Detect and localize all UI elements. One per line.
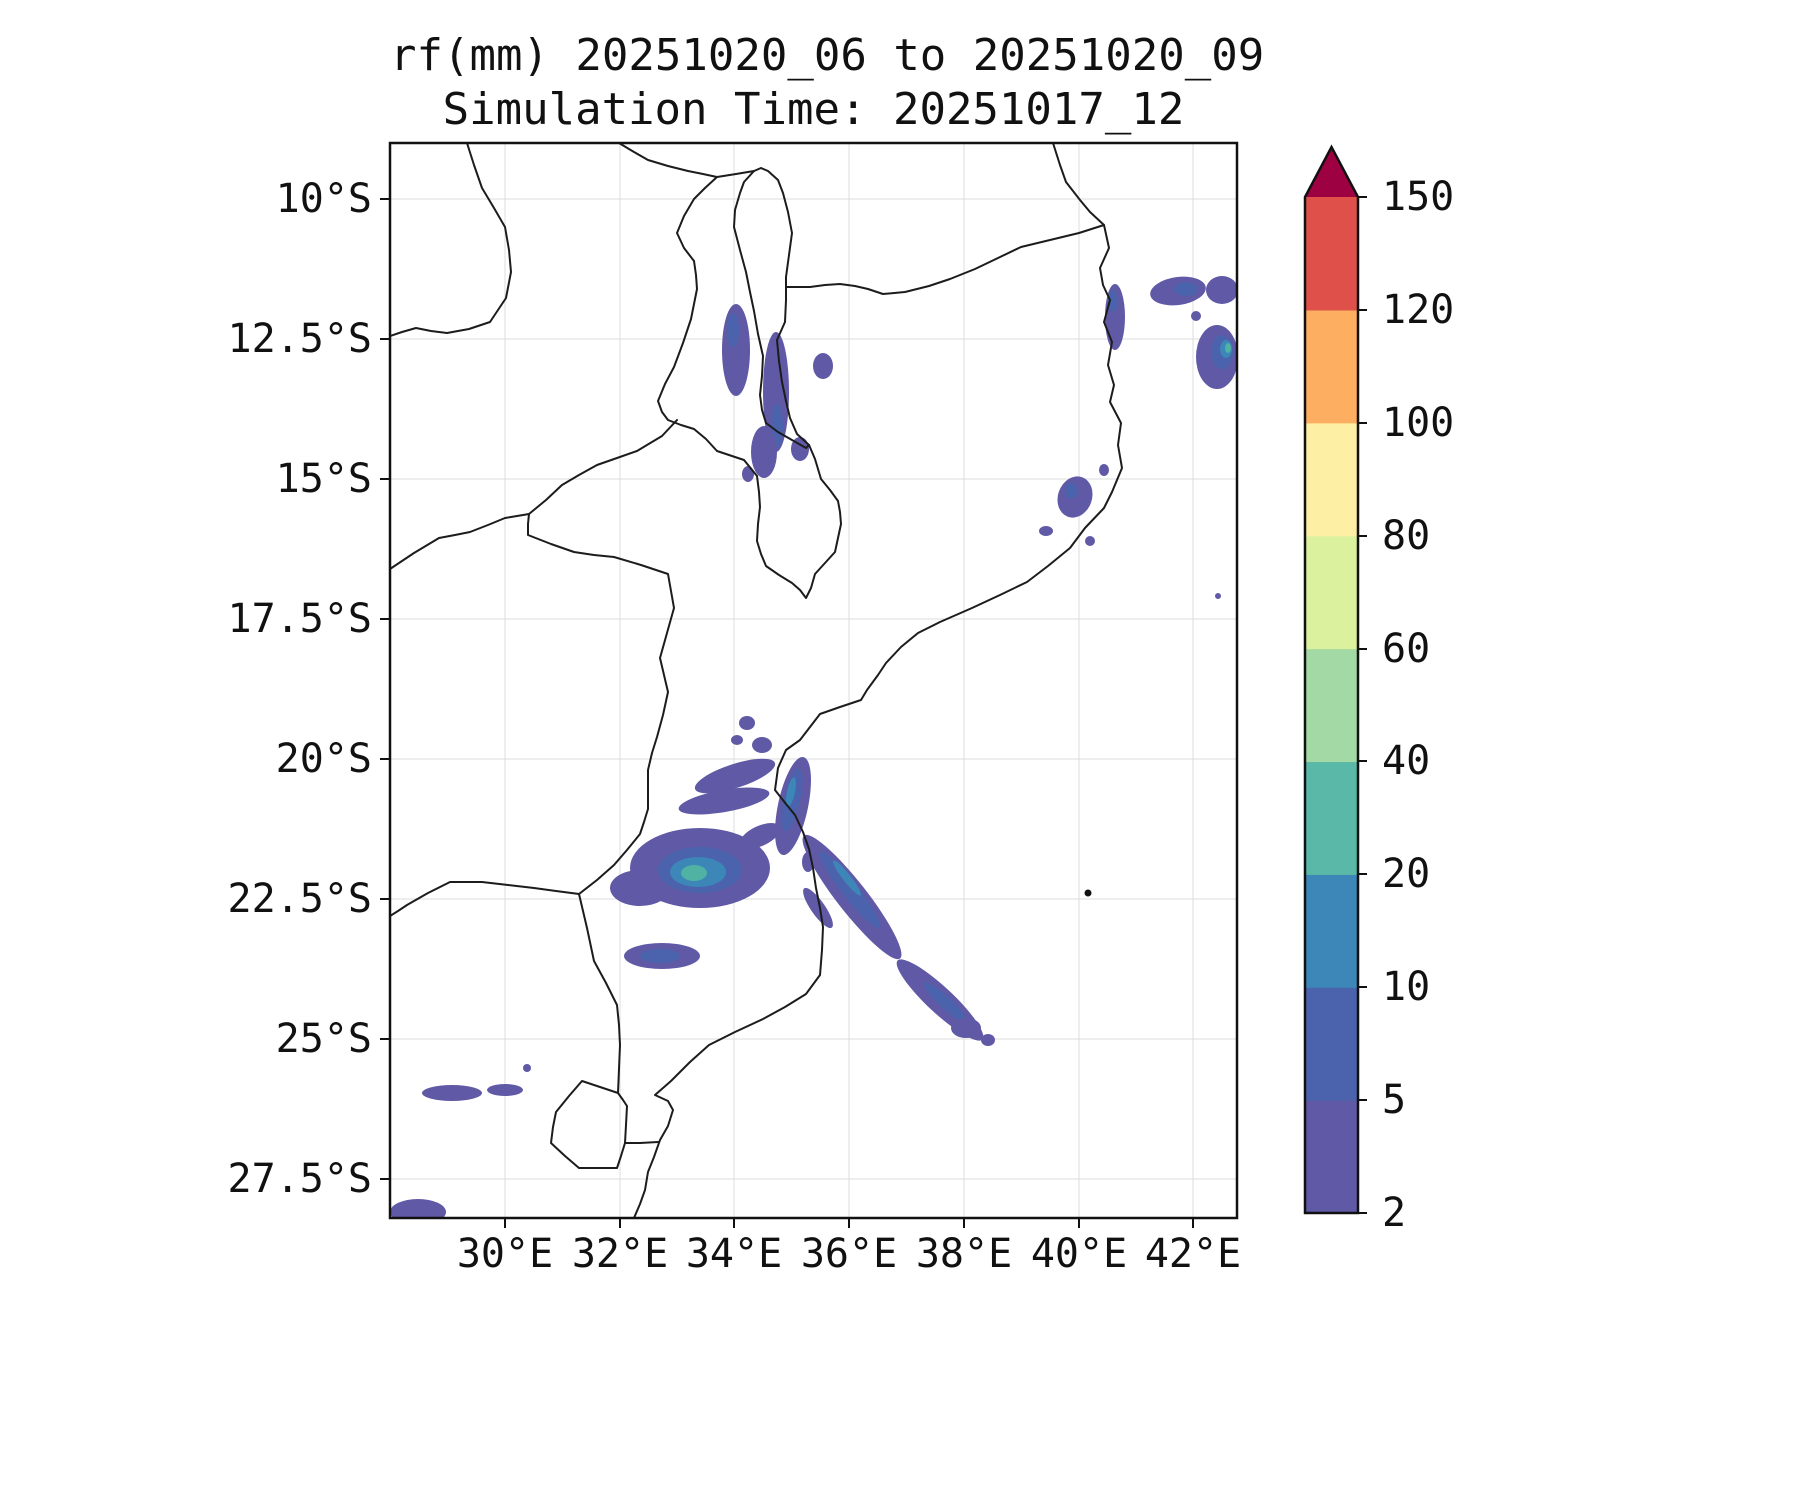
colorbar-tick-label: 2 xyxy=(1382,1190,1407,1236)
colorbar-tick-label: 60 xyxy=(1382,626,1431,672)
colorbar-tick-label: 100 xyxy=(1382,400,1455,446)
x-tick-label: 40°E xyxy=(1030,1231,1128,1277)
y-tick-label: 15°S xyxy=(275,456,372,502)
colorbar-tick-label: 80 xyxy=(1382,513,1431,559)
rainfall-shading xyxy=(390,276,1237,1218)
y-tick-label: 17.5°S xyxy=(227,596,373,642)
axes-frame xyxy=(380,141,1239,1228)
colorbar-tick-label: 5 xyxy=(1382,1077,1407,1123)
y-tick-label: 10°S xyxy=(275,176,372,222)
colorbar-tick-label: 10 xyxy=(1382,964,1431,1010)
plot-title: rf(mm) 20251020_06 to 20251020_09 xyxy=(390,30,1265,81)
x-tick-label: 42°E xyxy=(1144,1231,1242,1277)
country-borders xyxy=(390,143,1123,1218)
x-tick-label: 34°E xyxy=(685,1231,783,1277)
plot-subtitle: Simulation Time: 20251017_12 xyxy=(442,84,1185,135)
y-tick-label: 25°S xyxy=(275,1016,372,1062)
x-tick-label: 36°E xyxy=(800,1231,898,1277)
y-tick-label: 20°S xyxy=(275,736,372,782)
x-tick-label: 32°E xyxy=(571,1231,669,1277)
colorbar-tick-label: 120 xyxy=(1382,287,1455,333)
colorbar-tick-label: 20 xyxy=(1382,851,1431,897)
colorbar-tick-label: 150 xyxy=(1382,174,1455,220)
y-tick-label: 22.5°S xyxy=(227,876,373,922)
y-tick-label: 12.5°S xyxy=(227,316,373,362)
colorbar-tick-label: 40 xyxy=(1382,738,1431,784)
x-tick-label: 38°E xyxy=(915,1231,1013,1277)
x-tick-label: 30°E xyxy=(456,1231,554,1277)
y-tick-label: 27.5°S xyxy=(227,1156,373,1202)
colorbar xyxy=(1303,144,1367,1215)
